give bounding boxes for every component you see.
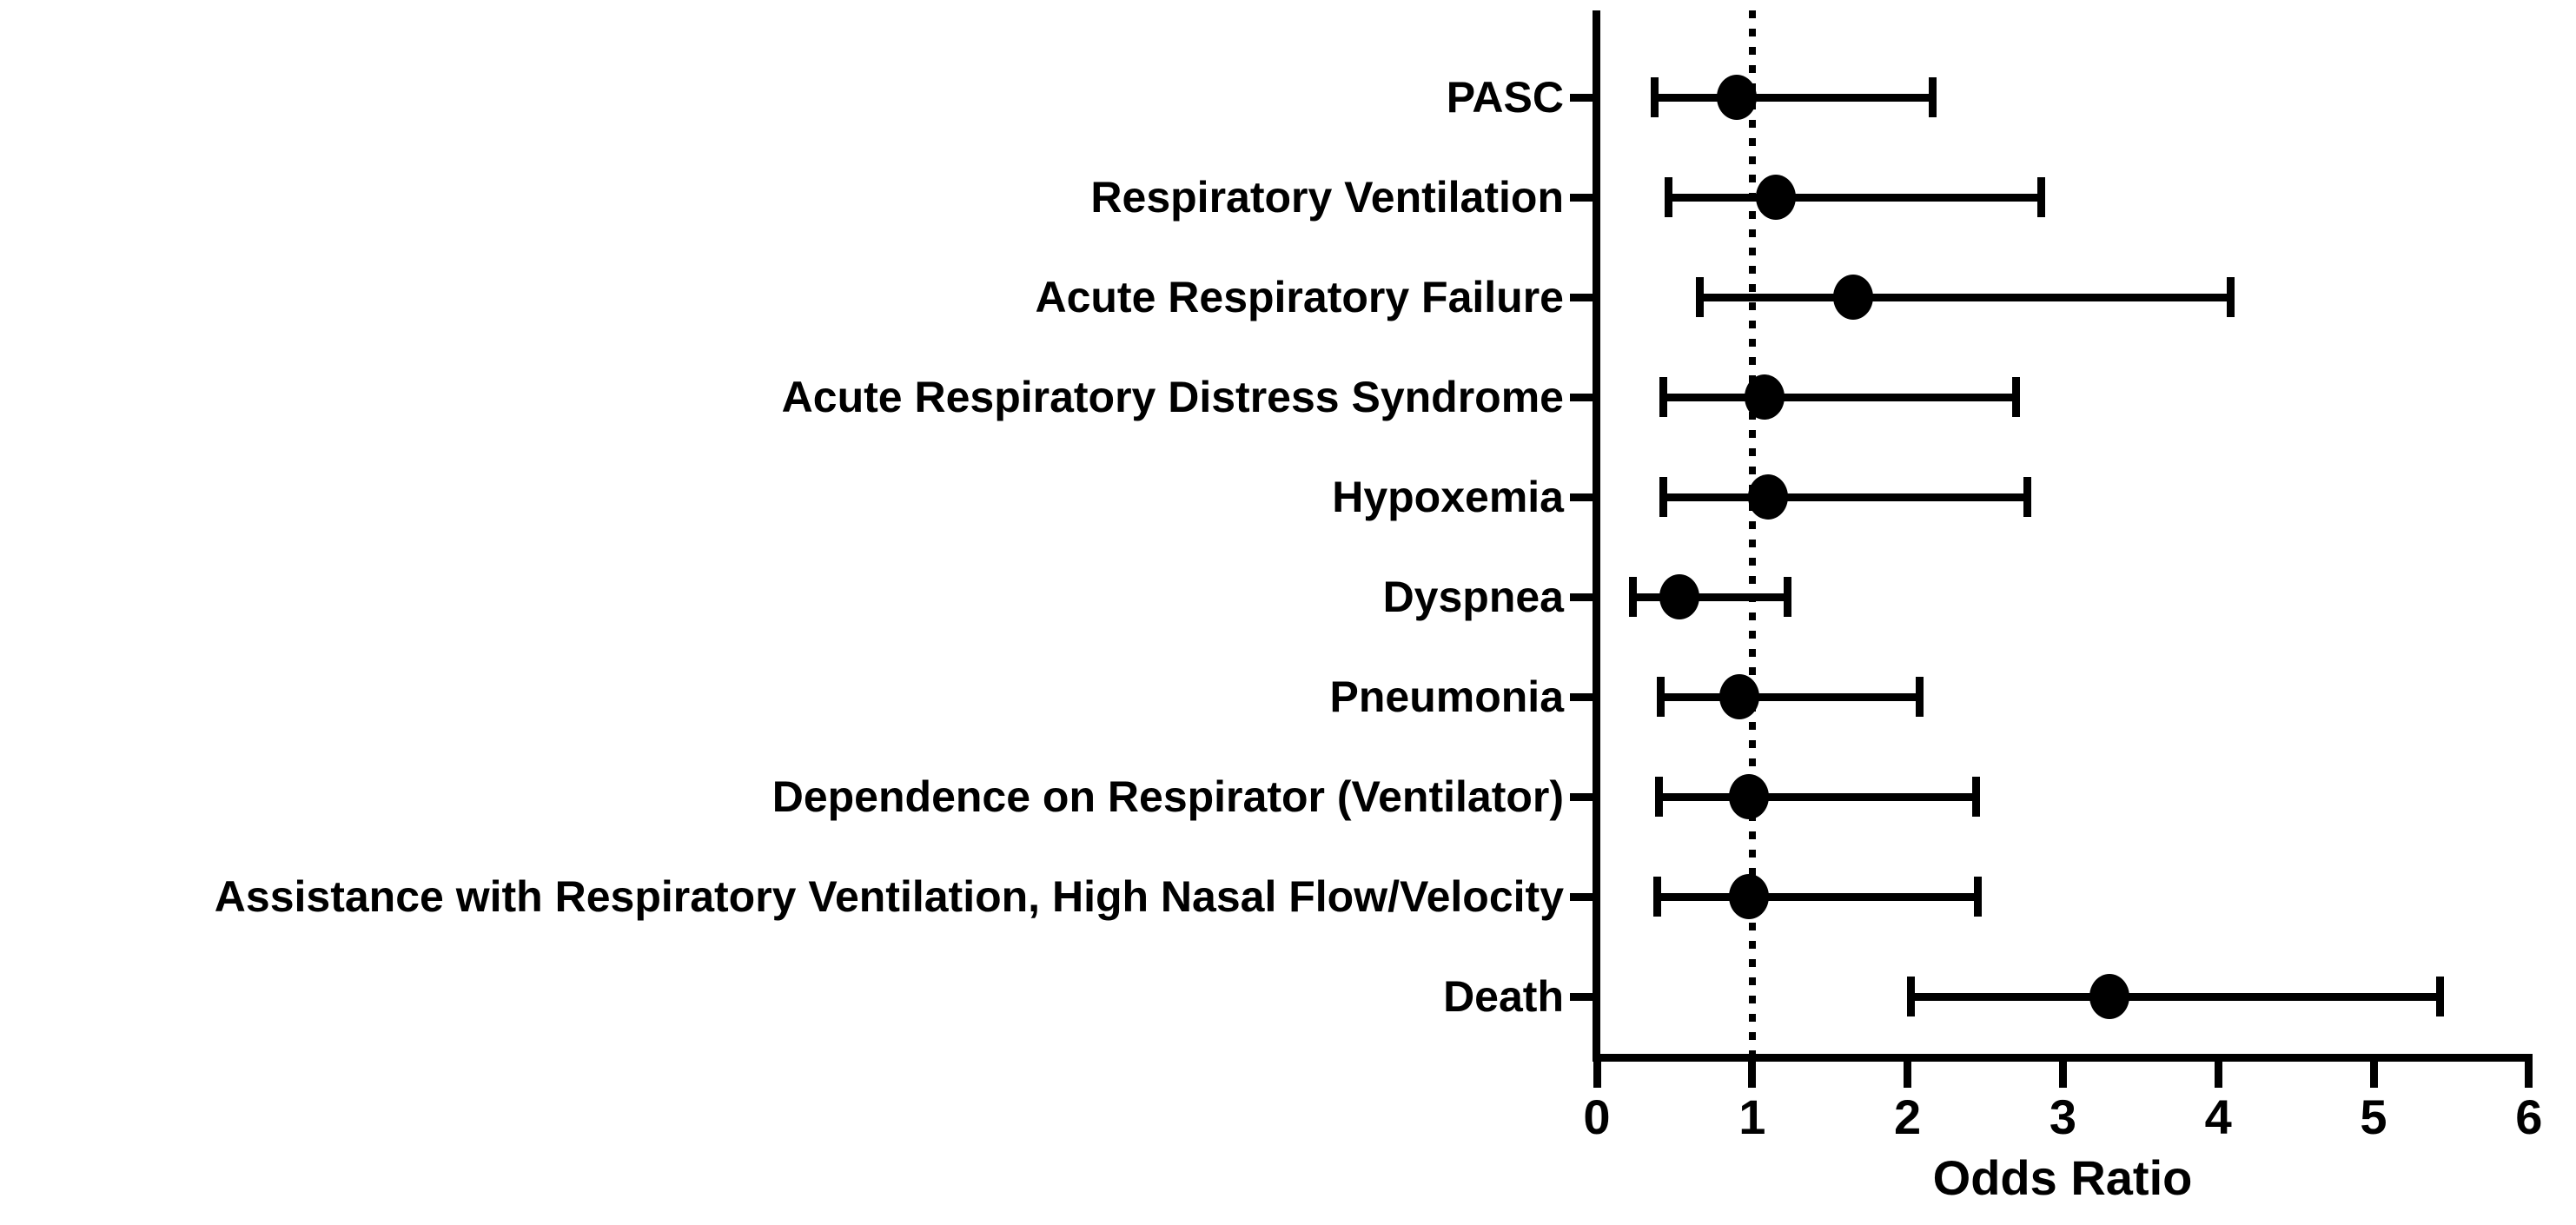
ci-cap-right	[2436, 977, 2445, 1016]
x-tick-label: 6	[2515, 1089, 2543, 1144]
row-label: Hypoxemia	[1332, 473, 1564, 521]
x-axis-line	[1593, 1054, 2533, 1062]
ci-bar	[1910, 992, 2440, 1001]
or-marker	[1716, 75, 1757, 120]
x-tick	[1748, 1062, 1757, 1088]
row-label: Death	[1443, 972, 1564, 1021]
x-axis-title: Odds Ratio	[1932, 1150, 2193, 1205]
y-tick	[1570, 393, 1593, 401]
ci-cap-left	[1656, 677, 1665, 717]
or-marker	[1719, 674, 1760, 719]
ci-bar	[1663, 393, 2016, 401]
ci-cap-right	[2012, 377, 2021, 417]
x-tick	[1904, 1062, 1912, 1088]
ci-cap-left	[1650, 77, 1659, 117]
or-marker	[2089, 974, 2130, 1019]
x-tick	[1593, 1062, 1601, 1088]
ci-cap-left	[1655, 777, 1664, 817]
x-tick	[2058, 1062, 2067, 1088]
ci-cap-right	[2036, 177, 2045, 217]
row-label: Assistance with Respiratory Ventilation,…	[214, 872, 1564, 921]
row-label: Dependence on Respirator (Ventilator)	[771, 772, 1564, 821]
x-tick-label: 3	[2049, 1089, 2076, 1144]
ci-cap-left	[1695, 277, 1704, 317]
x-tick	[2525, 1062, 2533, 1088]
y-tick	[1570, 992, 1593, 1001]
ci-cap-left	[1906, 977, 1915, 1016]
ci-cap-right	[1916, 677, 1924, 717]
y-tick	[1570, 892, 1593, 901]
y-tick	[1570, 792, 1593, 801]
ci-bar	[1659, 792, 1977, 801]
row-label: Pneumonia	[1329, 672, 1564, 721]
row-label: Acute Respiratory Distress Syndrome	[781, 373, 1564, 421]
row-label: Dyspnea	[1382, 573, 1564, 621]
ci-bar	[1663, 493, 2028, 501]
ci-cap-left	[1653, 877, 1662, 917]
x-tick-label: 2	[1894, 1089, 1922, 1144]
ci-cap-right	[2227, 277, 2235, 317]
ci-cap-right	[1971, 777, 1980, 817]
or-marker	[1659, 574, 1699, 619]
ci-bar	[1668, 193, 2042, 202]
reference-line	[1748, 10, 1756, 1054]
or-marker	[1747, 474, 1788, 520]
ci-bar	[1632, 593, 1788, 601]
x-tick-label: 5	[2360, 1089, 2387, 1144]
or-marker	[1833, 275, 1874, 320]
ci-bar	[1657, 892, 1978, 901]
y-tick	[1570, 493, 1593, 501]
y-tick	[1570, 692, 1593, 701]
or-marker	[1729, 774, 1770, 819]
or-marker	[1755, 175, 1796, 220]
y-axis-line	[1593, 10, 1600, 1062]
ci-cap-left	[1664, 177, 1672, 217]
or-marker	[1745, 374, 1785, 420]
x-tick	[2214, 1062, 2222, 1088]
ci-cap-right	[2023, 477, 2031, 517]
ci-cap-left	[1628, 577, 1637, 617]
y-tick	[1570, 193, 1593, 202]
x-tick-label: 4	[2204, 1089, 2232, 1144]
ci-cap-right	[1973, 877, 1982, 917]
ci-bar	[1654, 93, 1933, 102]
ci-bar	[1660, 692, 1920, 701]
x-tick-label: 1	[1738, 1089, 1766, 1144]
row-label: PASC	[1446, 73, 1564, 122]
ci-cap-right	[1928, 77, 1937, 117]
ci-cap-left	[1659, 377, 1668, 417]
ci-cap-right	[1784, 577, 1792, 617]
x-tick-label: 0	[1583, 1089, 1611, 1144]
row-label: Acute Respiratory Failure	[1035, 273, 1564, 321]
row-label: Respiratory Ventilation	[1090, 173, 1564, 222]
ci-cap-left	[1659, 477, 1668, 517]
ci-bar	[1699, 293, 2231, 301]
or-marker	[1729, 874, 1770, 919]
y-tick	[1570, 593, 1593, 601]
y-tick	[1570, 293, 1593, 301]
x-tick	[2369, 1062, 2378, 1088]
y-tick	[1570, 93, 1593, 102]
